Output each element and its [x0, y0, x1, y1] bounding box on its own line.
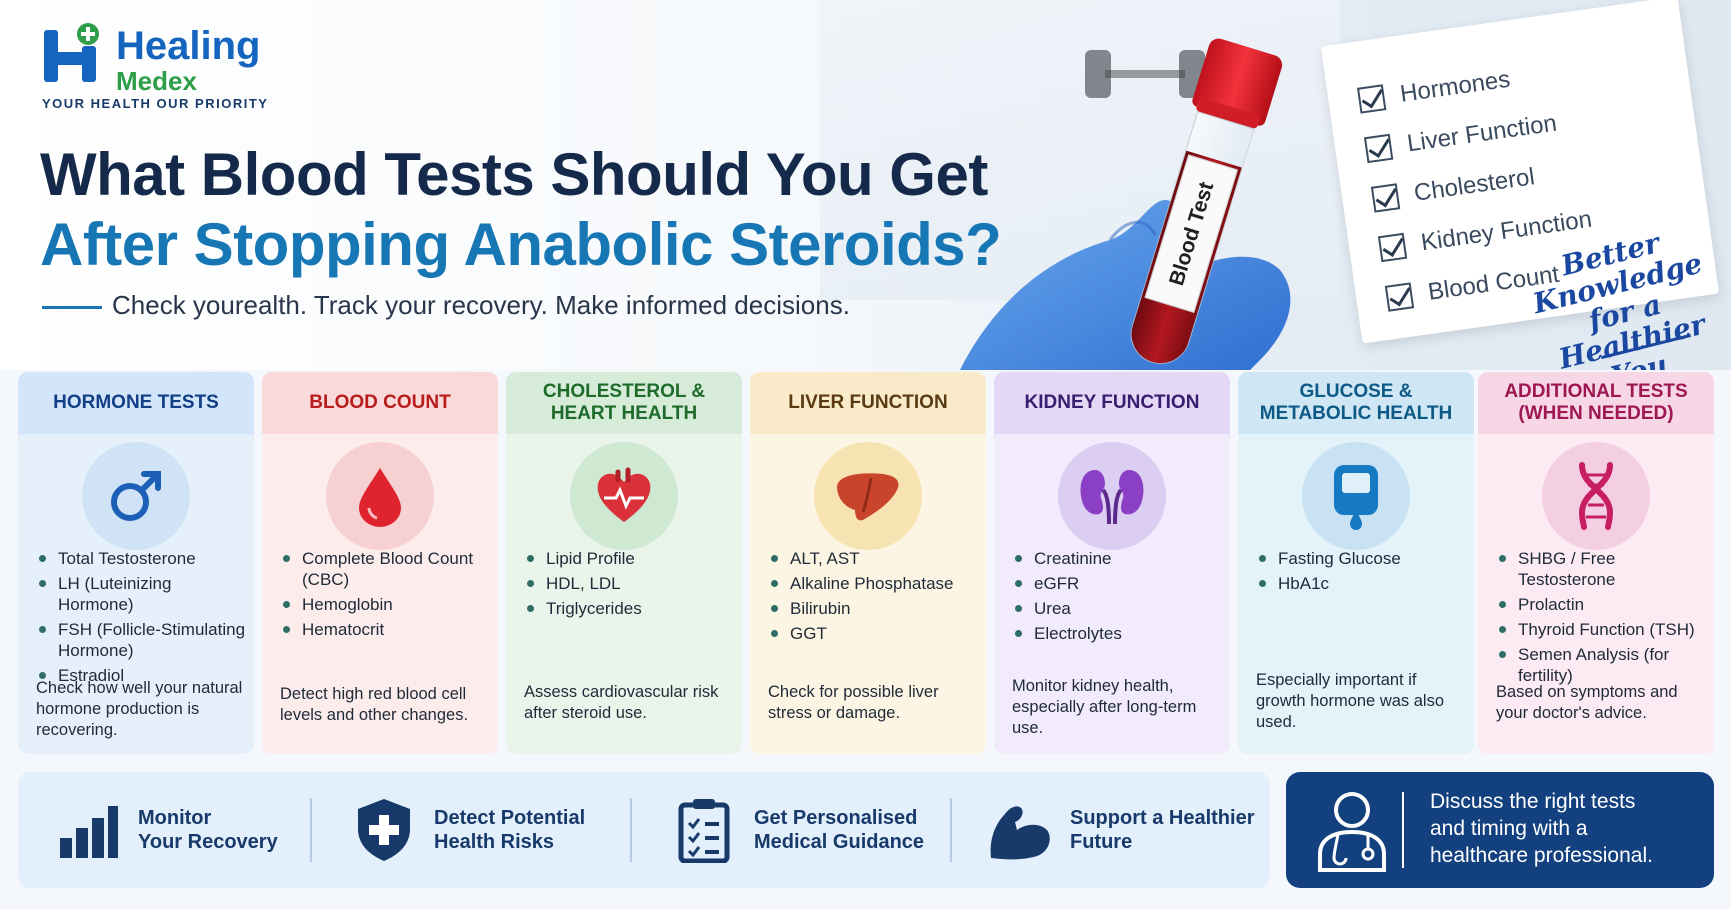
doctor-icon	[1318, 792, 1386, 872]
glove-hand-icon	[960, 200, 1291, 370]
list-item: Creatinine	[1012, 548, 1224, 569]
list-item: Estradiol	[36, 665, 248, 686]
card-title: CHOLESTEROL & HEART HEALTH	[506, 372, 742, 434]
glucose-meter-icon	[1302, 442, 1410, 550]
card-test-list: Complete Blood Count (CBC) Hemoglobin He…	[280, 548, 492, 644]
flexed-arm-icon	[986, 796, 1054, 864]
benefit-medical-guidance: Get Personalised Medical Guidance	[670, 772, 924, 888]
test-cards: HORMONE TESTS Total Testosterone LH (Lut…	[18, 372, 1714, 754]
clipboard-checklist-icon	[670, 796, 738, 864]
card-liver-function[interactable]: LIVER FUNCTION ALT, AST Alkaline Phospha…	[750, 372, 986, 754]
card-test-list: Total Testosterone LH (Luteinizing Hormo…	[36, 548, 248, 690]
checkbox-icon	[1356, 84, 1387, 114]
liver-icon	[814, 442, 922, 550]
card-test-list: Creatinine eGFR Urea Electrolytes	[1012, 548, 1224, 648]
kidney-icon	[1058, 442, 1166, 550]
tube-label: Blood Test	[1165, 179, 1219, 289]
benefit-healthier-future: Support a Healthier Future	[986, 772, 1254, 888]
card-kidney-function[interactable]: KIDNEY FUNCTION Creatinine eGFR Urea Ele…	[994, 372, 1230, 754]
checklist-item: Liver Function	[1363, 107, 1559, 167]
checkbox-icon	[1363, 133, 1394, 164]
card-additional-tests[interactable]: ADDITIONAL TESTS (WHEN NEEDED) SHBG / Fr…	[1478, 372, 1714, 754]
cta-consult-professional[interactable]: Discuss the right tests and timing with …	[1286, 772, 1714, 888]
list-item: Complete Blood Count (CBC)	[280, 548, 492, 590]
card-note: Detect high red blood cell levels and ot…	[280, 685, 469, 724]
card-note: Check how well your natural hormone prod…	[36, 679, 243, 739]
tagline: Check yourealth. Track your recovery. Ma…	[112, 290, 850, 320]
shield-plus-icon	[350, 796, 418, 864]
checkbox-icon	[1377, 232, 1408, 263]
list-item: ALT, AST	[768, 548, 980, 569]
card-title: BLOOD COUNT	[262, 372, 498, 434]
list-item: Semen Analysis (for fertility)	[1496, 644, 1708, 686]
list-item: FSH (Follicle-Stimulating Hormone)	[36, 619, 248, 661]
card-cholesterol[interactable]: CHOLESTEROL & HEART HEALTH Lipid Profile…	[506, 372, 742, 754]
page-title-line2: After Stopping Anabolic Steroids?	[40, 211, 1002, 278]
card-title: KIDNEY FUNCTION	[994, 372, 1230, 434]
list-item: Total Testosterone	[36, 548, 248, 569]
checklist-item: Hormones	[1356, 63, 1512, 118]
checkbox-icon	[1370, 183, 1401, 213]
card-hormone-tests[interactable]: HORMONE TESTS Total Testosterone LH (Lut…	[18, 372, 254, 754]
checkbox-icon	[1384, 282, 1415, 312]
list-item: Prolactin	[1496, 594, 1708, 615]
page-title-line1: What Blood Tests Should You Get	[40, 141, 988, 208]
list-item: SHBG / Free Testosterone	[1496, 548, 1708, 590]
cta-divider	[1402, 792, 1404, 868]
benefits-bar: Monitor Your Recovery Detect Potential Hea…	[18, 772, 1270, 888]
male-symbol-icon	[82, 442, 190, 550]
list-item: Bilirubin	[768, 598, 980, 619]
list-item: HbA1c	[1256, 573, 1468, 594]
divider	[310, 798, 312, 862]
list-item: HDL, LDL	[524, 573, 736, 594]
card-glucose[interactable]: GLUCOSE & METABOLIC HEALTH Fasting Gluco…	[1238, 372, 1474, 754]
card-note: Based on symptoms and your doctor's advi…	[1496, 683, 1678, 722]
tagline-dash	[42, 306, 102, 309]
blood-drop-icon	[326, 442, 434, 550]
logo-tagline: YOUR HEALTH OUR PRIORITY	[42, 96, 269, 111]
dumbbell-icon	[1085, 50, 1205, 98]
card-note: Especially important if growth hormone w…	[1256, 671, 1445, 731]
card-title: HORMONE TESTS	[18, 372, 254, 434]
card-test-list: ALT, AST Alkaline Phosphatase Bilirubin …	[768, 548, 980, 648]
card-title: LIVER FUNCTION	[750, 372, 986, 434]
card-note: Monitor kidney health, especially after …	[1012, 677, 1197, 737]
benefit-monitor-recovery: Monitor Your Recovery	[54, 772, 278, 888]
list-item: Fasting Glucose	[1256, 548, 1468, 569]
dna-icon	[1542, 442, 1650, 550]
card-title: GLUCOSE & METABOLIC HEALTH	[1238, 372, 1474, 434]
list-item: eGFR	[1012, 573, 1224, 594]
list-item: Lipid Profile	[524, 548, 736, 569]
list-item: Alkaline Phosphatase	[768, 573, 980, 594]
logo-mark-icon	[44, 23, 99, 82]
divider	[630, 798, 632, 862]
card-note: Check for possible liver stress or damag…	[768, 683, 939, 722]
list-item: Thyroid Function (TSH)	[1496, 619, 1708, 640]
list-item: Urea	[1012, 598, 1224, 619]
divider	[950, 798, 952, 862]
card-blood-count[interactable]: BLOOD COUNT Complete Blood Count (CBC) H…	[262, 372, 498, 754]
list-item: Triglycerides	[524, 598, 736, 619]
hero-banner: Healing Medex YOUR HEALTH OUR PRIORITY W…	[0, 0, 1731, 370]
card-test-list: Lipid Profile HDL, LDL Triglycerides	[524, 548, 736, 623]
cta-text: Discuss the right tests and timing with …	[1430, 790, 1653, 867]
logo-sub: Medex	[116, 66, 197, 96]
list-item: LH (Luteinizing Hormone)	[36, 573, 248, 615]
list-item: GGT	[768, 623, 980, 644]
bar-chart-icon	[54, 796, 122, 864]
card-title: ADDITIONAL TESTS (WHEN NEEDED)	[1478, 372, 1714, 434]
list-item: Hemoglobin	[280, 594, 492, 615]
card-note: Assess cardiovascular risk after steroid…	[524, 683, 719, 722]
list-item: Hematocrit	[280, 619, 492, 640]
card-test-list: SHBG / Free Testosterone Prolactin Thyro…	[1496, 548, 1708, 690]
heart-icon	[570, 442, 678, 550]
benefit-detect-risks: Detect Potential Health Risks	[350, 772, 585, 888]
card-test-list: Fasting Glucose HbA1c	[1256, 548, 1468, 598]
list-item: Electrolytes	[1012, 623, 1224, 644]
logo-name: Healing	[116, 24, 261, 68]
checklist-item: Cholesterol	[1370, 160, 1537, 216]
